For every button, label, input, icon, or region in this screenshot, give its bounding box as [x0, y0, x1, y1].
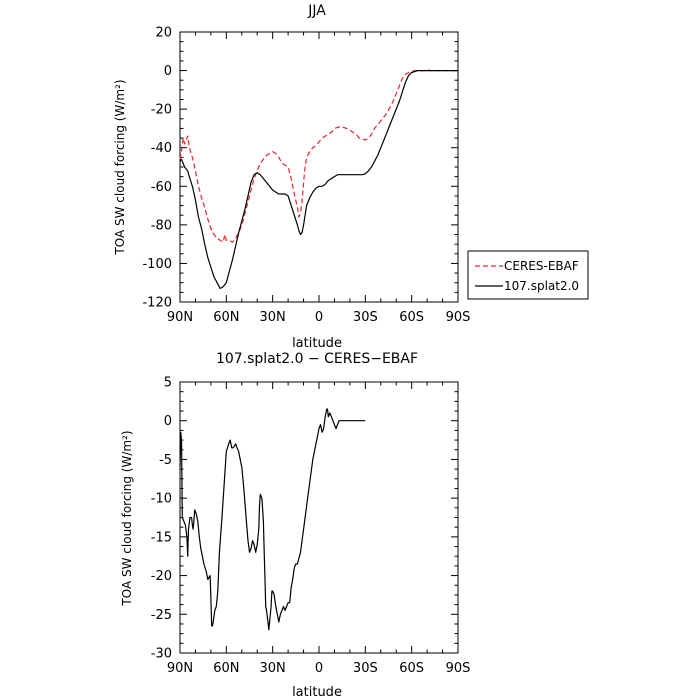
bottom-y-tick-label: 0	[164, 414, 172, 429]
top-chart: JJA 20 0 -20 -40 -60 -80 -100 -120 90N 60N 30N 0 30…	[113, 3, 589, 351]
bottom-x-tick-label: 0	[315, 661, 323, 676]
bottom-y-ticks: 5 0 -5 -10 -15 -20 -25 -30	[151, 376, 458, 662]
bottom-y-tick-label: -15	[151, 530, 172, 545]
bottom-y-tick-label: -5	[159, 453, 172, 468]
bottom-x-tick-label: 30N	[260, 661, 286, 676]
top-y-tick-label: 20	[155, 26, 172, 41]
top-y-tick-label: 0	[164, 64, 172, 79]
top-x-tick-label: 90N	[167, 310, 193, 325]
top-plot-frame	[179, 31, 459, 303]
bottom-chart: 107.splat2.0 − CERES−EBAF 5 0 -5 -10 -15 -20 -…	[120, 351, 470, 700]
top-x-tick-label: 90S	[446, 310, 471, 325]
top-x-tick-label: 60N	[213, 310, 239, 325]
bottom-x-tick-label: 60S	[399, 661, 424, 676]
bottom-series-line-difference	[179, 408, 366, 631]
bottom-series-group	[179, 408, 366, 631]
top-series-line-107-splat2-0	[179, 70, 458, 290]
bottom-y-tick-label: -25	[151, 608, 172, 623]
top-y-tick-label: -80	[151, 218, 172, 233]
bottom-x-ticks: 90N 60N 30N 0 30S 60S 90S	[167, 382, 471, 676]
top-x-ticks: 90N 60N 30N 0 30S 60S 90S	[167, 32, 471, 325]
top-y-tick-label: -60	[151, 180, 172, 195]
top-x-tick-label: 30S	[353, 310, 378, 325]
legend: CERES-EBAF 107.splat2.0	[467, 250, 589, 300]
legend-label-107-splat2: 107.splat2.0	[504, 279, 579, 293]
top-x-tick-label: 0	[315, 310, 323, 325]
bottom-x-tick-label: 90S	[446, 661, 471, 676]
top-y-ticks: 20 0 -20 -40 -60 -80 -100 -120	[142, 26, 458, 311]
top-series-group	[179, 69, 458, 290]
top-x-tick-label: 60S	[399, 310, 424, 325]
bottom-y-tick-label: 5	[164, 376, 172, 391]
top-y-tick-label: -100	[142, 257, 172, 272]
top-y-tick-label: -120	[142, 296, 172, 311]
top-x-axis-label: latitude	[292, 336, 342, 351]
top-y-tick-label: -20	[151, 103, 172, 118]
legend-box	[467, 250, 589, 300]
top-series-line-ceres-ebaf	[179, 69, 458, 243]
bottom-x-tick-label: 30S	[353, 661, 378, 676]
bottom-x-tick-label: 90N	[167, 661, 193, 676]
top-y-axis-label: TOA SW cloud forcing (W/m²)	[113, 79, 127, 255]
top-chart-title: JJA	[307, 3, 326, 19]
legend-label-ceres-ebaf: CERES-EBAF	[504, 259, 579, 273]
bottom-x-tick-label: 60N	[213, 661, 239, 676]
bottom-y-tick-label: -10	[151, 492, 172, 507]
top-x-tick-label: 30N	[260, 310, 286, 325]
bottom-y-tick-label: -30	[151, 647, 172, 662]
top-y-tick-label: -40	[151, 141, 172, 156]
bottom-y-axis-label: TOA SW cloud forcing (W/m²)	[120, 430, 134, 606]
bottom-x-axis-label: latitude	[292, 685, 342, 700]
bottom-y-tick-label: -20	[151, 569, 172, 584]
bottom-chart-title: 107.splat2.0 − CERES−EBAF	[216, 351, 418, 367]
